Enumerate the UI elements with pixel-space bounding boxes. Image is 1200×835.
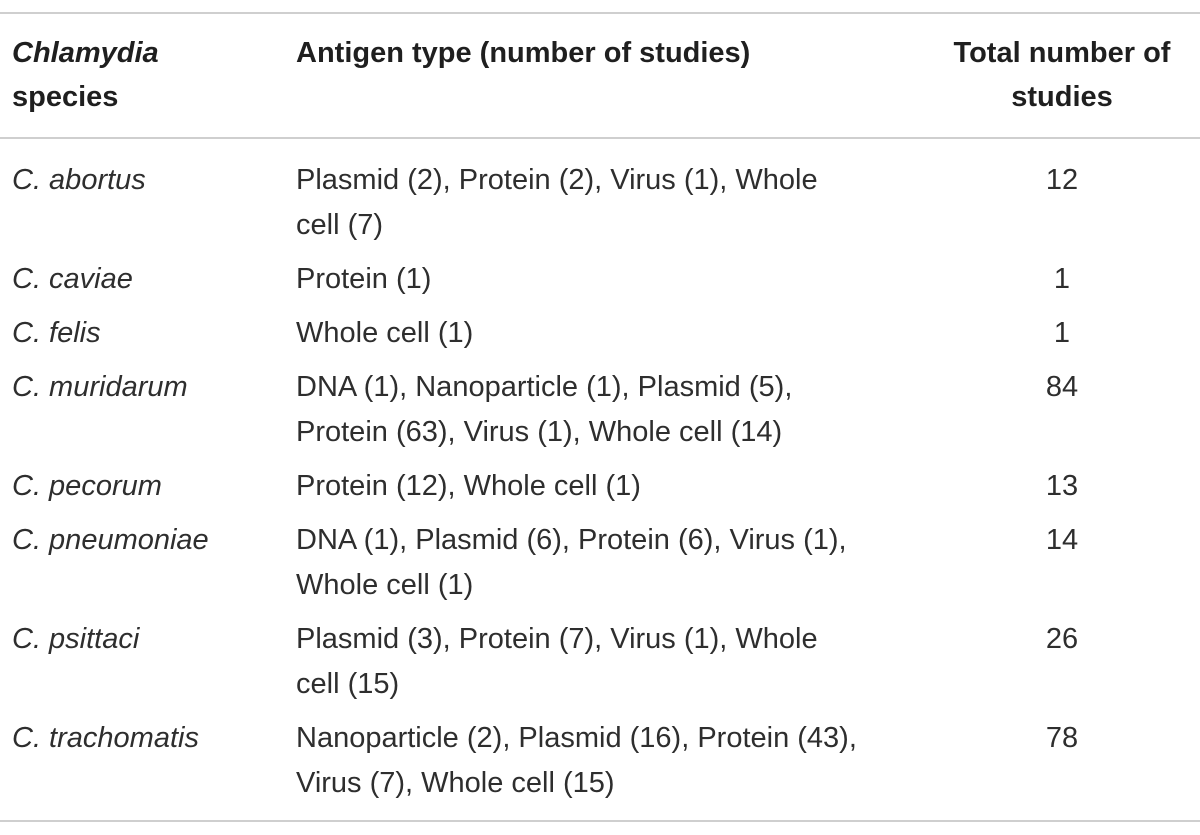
header-antigen-type: Antigen type (number of studies) (296, 37, 751, 69)
species-cell: C. pneumoniae (12, 524, 209, 556)
header-row: Chlamydia species Antigen type (number of… (0, 0, 1200, 139)
antigen-types-cell: Protein (12), Whole cell (1) (296, 470, 641, 502)
table-row: C. psittaci Plasmid (3), Protein (7), Vir… (0, 617, 1200, 716)
antigen-types-cell: Whole cell (1) (296, 317, 474, 349)
antigen-types-cell: Plasmid (3), Protein (7), Virus (1), Who… (296, 623, 818, 700)
header-total-studies: Total number of studies (953, 37, 1171, 113)
table-row: C. muridarum DNA (1), Nanoparticle (1), P… (0, 365, 1200, 464)
species-cell: C. caviae (12, 263, 133, 295)
total-studies-cell: 84 (1045, 371, 1079, 403)
total-studies-cell: 1 (1053, 317, 1071, 349)
species-cell: C. felis (12, 317, 101, 349)
table-header-rule (0, 137, 1200, 139)
table-row: C. pneumoniae DNA (1), Plasmid (6), Prote… (0, 518, 1200, 617)
total-studies-cell: 78 (1045, 722, 1079, 754)
table-header: Chlamydia species Antigen type (number of… (0, 0, 1200, 139)
header-species-word: species (12, 81, 119, 113)
species-cell: C. abortus (12, 164, 146, 196)
antigen-types-cell: Protein (1) (296, 263, 432, 295)
total-studies-cell: 12 (1045, 164, 1079, 196)
vaccine-antigen-table: Chlamydia species Antigen type (number of… (0, 0, 1200, 815)
table-row: C. abortus Plasmid (2), Protein (2), Viru… (0, 139, 1200, 257)
header-species: Chlamydia species (0, 0, 284, 139)
antigen-types-cell: DNA (1), Plasmid (6), Protein (6), Virus… (296, 524, 847, 601)
table-row: C. caviae Protein (1) 1 (0, 257, 1200, 311)
total-studies-cell: 13 (1045, 470, 1079, 502)
table-row: C. trachomatis Nanoparticle (2), Plasmid … (0, 716, 1200, 815)
species-cell: C. trachomatis (12, 722, 199, 754)
total-studies-cell: 1 (1053, 263, 1071, 295)
total-studies-cell: 26 (1045, 623, 1079, 655)
header-species-genus: Chlamydia (12, 37, 159, 69)
table-row: C. pecorum Protein (12), Whole cell (1) 13 (0, 464, 1200, 518)
species-cell: C. pecorum (12, 470, 162, 502)
species-cell: C. psittaci (12, 623, 140, 655)
antigen-types-cell: DNA (1), Nanoparticle (1), Plasmid (5), … (296, 371, 793, 448)
total-studies-cell: 14 (1045, 524, 1079, 556)
antigen-types-cell: Nanoparticle (2), Plasmid (16), Protein … (296, 722, 857, 799)
vaccine-antigen-table-container: Chlamydia species Antigen type (number of… (0, 0, 1200, 815)
table-body: C. abortus Plasmid (2), Protein (2), Viru… (0, 139, 1200, 815)
species-cell: C. muridarum (12, 371, 188, 403)
table-top-rule (0, 12, 1200, 14)
antigen-types-cell: Plasmid (2), Protein (2), Virus (1), Who… (296, 164, 818, 241)
table-bottom-rule (0, 820, 1200, 822)
table-row: C. felis Whole cell (1) 1 (0, 311, 1200, 365)
